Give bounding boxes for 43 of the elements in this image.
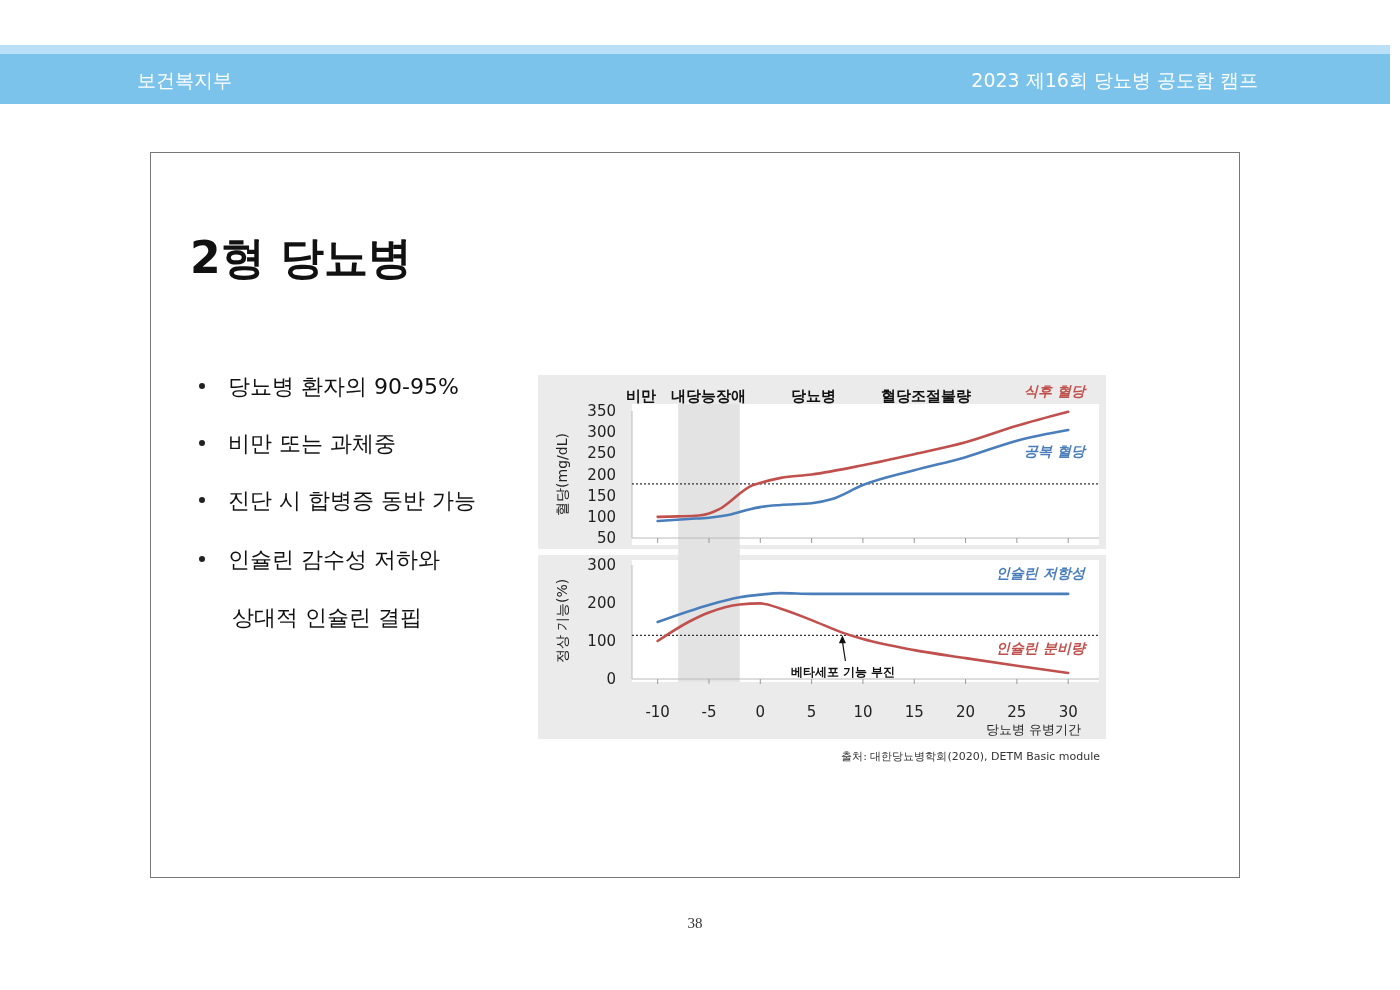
y-tick-label: 100 [587,507,616,526]
series-label: 인슐린 저항성 [996,564,1086,581]
x-axis-title: 당뇨병 유병기간 [985,722,1081,737]
x-tick-label: 10 [853,703,873,721]
text: 진단 시 합병증 동반 가능 [228,488,476,513]
text: 2023 제16회 당뇨병 공도함 캠프 [971,69,1258,91]
y-tick-label: 300 [587,423,616,442]
y-tick-label: 100 [587,632,616,650]
annotation: 베타세포 기능 부진 [790,665,896,679]
y-tick-label: 50 [596,529,616,547]
text: 내당능장애 [670,387,746,405]
x-tick-label: 25 [1007,703,1027,721]
x-tick-label: 20 [956,703,976,721]
y-axis-title: 혈당(mg/dL) [554,433,570,516]
x-tick-label: 5 [806,703,817,721]
series-label: 공복 혈당 [1024,443,1087,460]
text: 38 [687,915,703,931]
series-label: 인슐린 분비량 [996,639,1088,656]
x-tick-label: 30 [1058,703,1078,721]
text: 비만 또는 과체중 [228,431,396,456]
x-tick-label: -5 [701,703,717,721]
chart-title: 2형 당뇨병 [190,232,412,283]
x-tick-label: 15 [904,703,924,721]
y-tick-label: 200 [587,465,616,484]
source-note: 출처: 대한당뇨병학회(2020), DETM Basic module [841,750,1101,763]
text: 당뇨병 [790,387,836,405]
x-tick-label: -10 [645,703,670,721]
series-label: 식후 혈당 [1024,382,1087,399]
y-tick-label: 200 [587,594,616,612]
y-tick-label: 0 [606,670,616,688]
x-tick-label: 0 [755,703,766,721]
text: 보건복지부 [137,69,232,91]
y-tick-label: 150 [587,486,616,505]
y-tick-label: 300 [587,556,616,574]
y-axis-title: 정상 기능(%) [554,578,570,664]
text: 인슐린 감수성 저하와 [228,547,440,572]
y-tick-label: 350 [587,402,616,420]
line-series [656,591,1070,624]
y-tick-label: 250 [587,444,616,463]
text: 혈당조절불량 [881,387,971,405]
text: 당뇨병 환자의 90-95% [228,374,459,399]
text: 비만 [626,387,656,405]
text: 상대적 인슐린 결핍 [232,605,422,630]
